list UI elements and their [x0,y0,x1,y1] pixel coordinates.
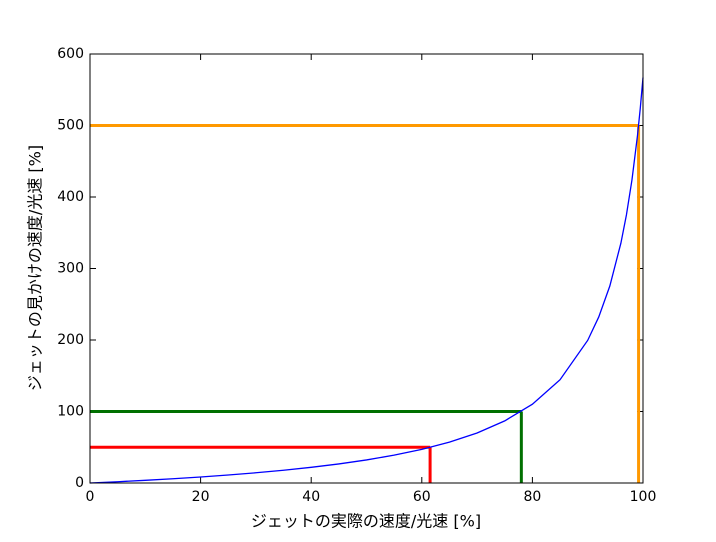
y-tick-label: 100 [57,404,84,420]
y-axis-label: ジェットの見かけの速度/光速 [%] [26,145,45,391]
y-tick-label: 600 [57,46,84,62]
x-tick-label: 60 [413,489,431,505]
y-tick-label: 200 [57,332,84,348]
x-tick-label: 40 [302,489,320,505]
x-tick-label: 20 [192,489,210,505]
plot-frame [89,53,644,484]
y-tick-label: 400 [57,189,84,205]
y-tick-label: 0 [75,475,84,491]
x-axis-label: ジェットの実際の速度/光速 [%] [251,512,481,531]
y-tick-label: 500 [57,118,84,134]
x-tick-label: 80 [523,489,541,505]
y-tick-label: 300 [57,261,84,277]
line [89,77,644,484]
x-tick-label: 0 [86,489,95,505]
x-tick-label: 100 [630,489,657,505]
